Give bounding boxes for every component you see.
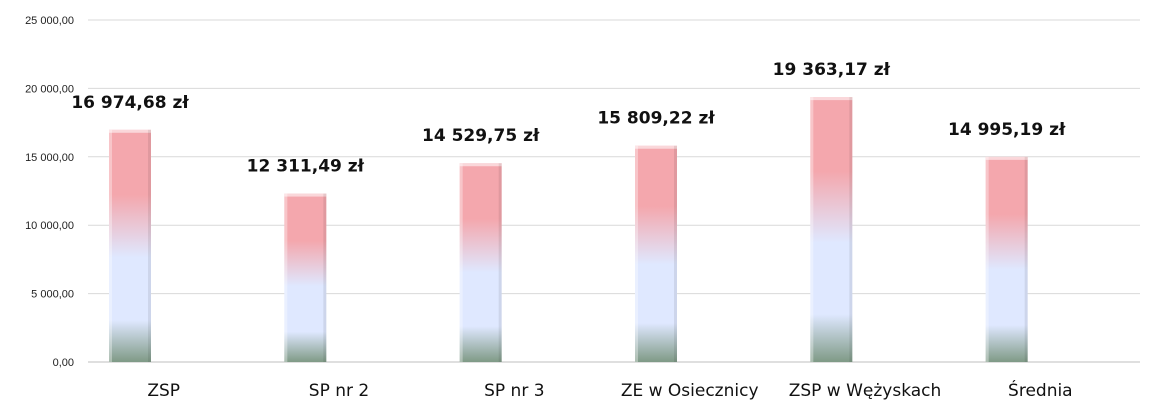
bar	[109, 129, 151, 362]
x-category-label: ZSP	[147, 381, 180, 401]
y-tick-label: 10 000,00	[25, 220, 74, 232]
y-axis-ticks: 0,00 5 000,00 10 000,00 15 000,00 20 000,00 2…	[25, 15, 74, 369]
y-tick-label: 0,00	[53, 357, 74, 369]
x-axis-categories: ZSP SP nr 2 SP nr 3 ZE w Osiecznicy ZSP w Wę…	[147, 379, 1072, 401]
bars	[109, 97, 1028, 363]
data-label: 14 529,75 zł	[422, 126, 540, 146]
x-category-label: Średnia	[1008, 379, 1073, 401]
x-category-label: SP nr 2	[309, 381, 369, 401]
gridlines	[88, 19, 1140, 363]
y-tick-label: 15 000,00	[25, 152, 74, 164]
data-label: 14 995,19 zł	[948, 120, 1066, 140]
bar	[635, 145, 677, 362]
x-category-label: ZE w Osiecznicy	[621, 381, 759, 401]
bar	[284, 193, 327, 362]
bar	[810, 97, 853, 363]
bar	[985, 156, 1028, 362]
x-category-label: SP nr 3	[484, 381, 544, 401]
y-tick-label: 5 000,00	[31, 289, 74, 301]
y-tick-label: 20 000,00	[25, 83, 74, 95]
data-labels: 16 974,68 zł 12 311,49 zł 14 529,75 zł 15 8…	[71, 60, 1066, 176]
x-category-label: ZSP w Wężyskach	[789, 381, 942, 401]
data-label: 16 974,68 zł	[71, 93, 189, 113]
bar	[459, 163, 502, 362]
data-label: 12 311,49 zł	[247, 157, 365, 177]
data-label: 19 363,17 zł	[773, 60, 891, 80]
y-tick-label: 25 000,00	[25, 15, 74, 27]
data-label: 15 809,22 zł	[597, 109, 715, 129]
